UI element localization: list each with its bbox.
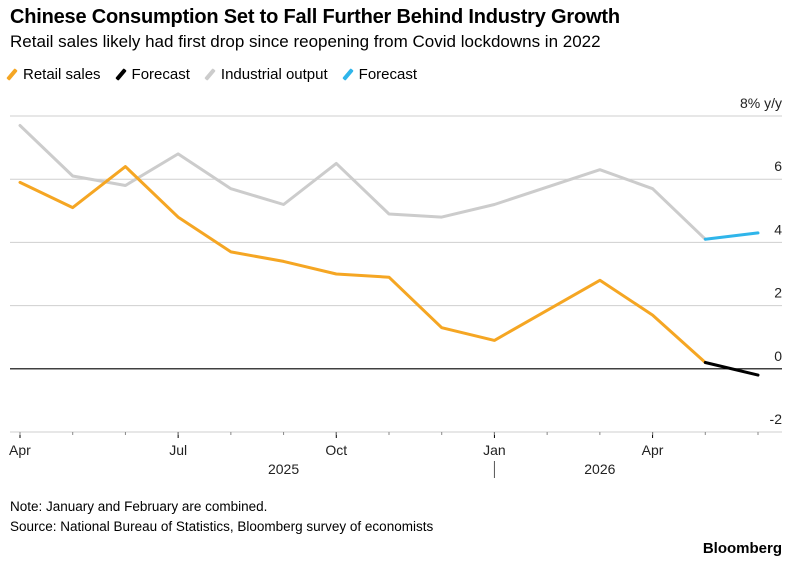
chart-source: Source: National Bureau of Statistics, B… <box>10 519 434 534</box>
chart-legend: Retail sales Forecast Industrial output … <box>6 64 435 84</box>
x-tick-label-3: Jan <box>483 442 506 458</box>
bloomberg-logo: Bloomberg <box>702 540 782 557</box>
y-tick-label-4: 0 <box>774 348 782 364</box>
legend-label-retail-forecast: Forecast <box>131 65 190 83</box>
x-tick-label-2: Oct <box>325 442 347 458</box>
x-tick-label-0: Apr <box>9 442 31 458</box>
legend-label-retail-sales: Retail sales <box>23 65 101 83</box>
legend-item-industrial-forecast: Forecast <box>341 65 418 83</box>
legend-item-retail-forecast: Forecast <box>114 65 190 83</box>
chart-title: Chinese Consumption Set to Fall Further … <box>10 6 620 28</box>
legend-item-industrial-output: Industrial output <box>204 65 328 83</box>
legend-label-industrial-output: Industrial output <box>220 65 328 83</box>
chart-subtitle: Retail sales likely had first drop since… <box>10 32 601 51</box>
series-retail-sales <box>18 165 707 364</box>
year-label-2025: 2025 <box>268 461 299 477</box>
y-tick-label-0: 8% y/y <box>740 95 782 111</box>
series-industrial-output <box>18 124 707 241</box>
y-tick-label-1: 6 <box>774 158 782 174</box>
series-industrial-forecast <box>703 231 760 241</box>
y-tick-label-5: -2 <box>770 411 783 427</box>
chart-note: Note: January and February are combined. <box>10 499 268 514</box>
legend-label-industrial-forecast: Forecast <box>358 65 418 83</box>
y-tick-label-2: 4 <box>774 221 782 237</box>
legend-item-retail-sales: Retail sales <box>6 65 101 83</box>
x-tick-label-1: Jul <box>169 442 187 458</box>
x-tick-label-4: Apr <box>642 442 664 458</box>
year-label-2026: 2026 <box>584 461 615 477</box>
series-retail-forecast <box>703 361 760 377</box>
y-tick-label-3: 2 <box>774 285 782 301</box>
